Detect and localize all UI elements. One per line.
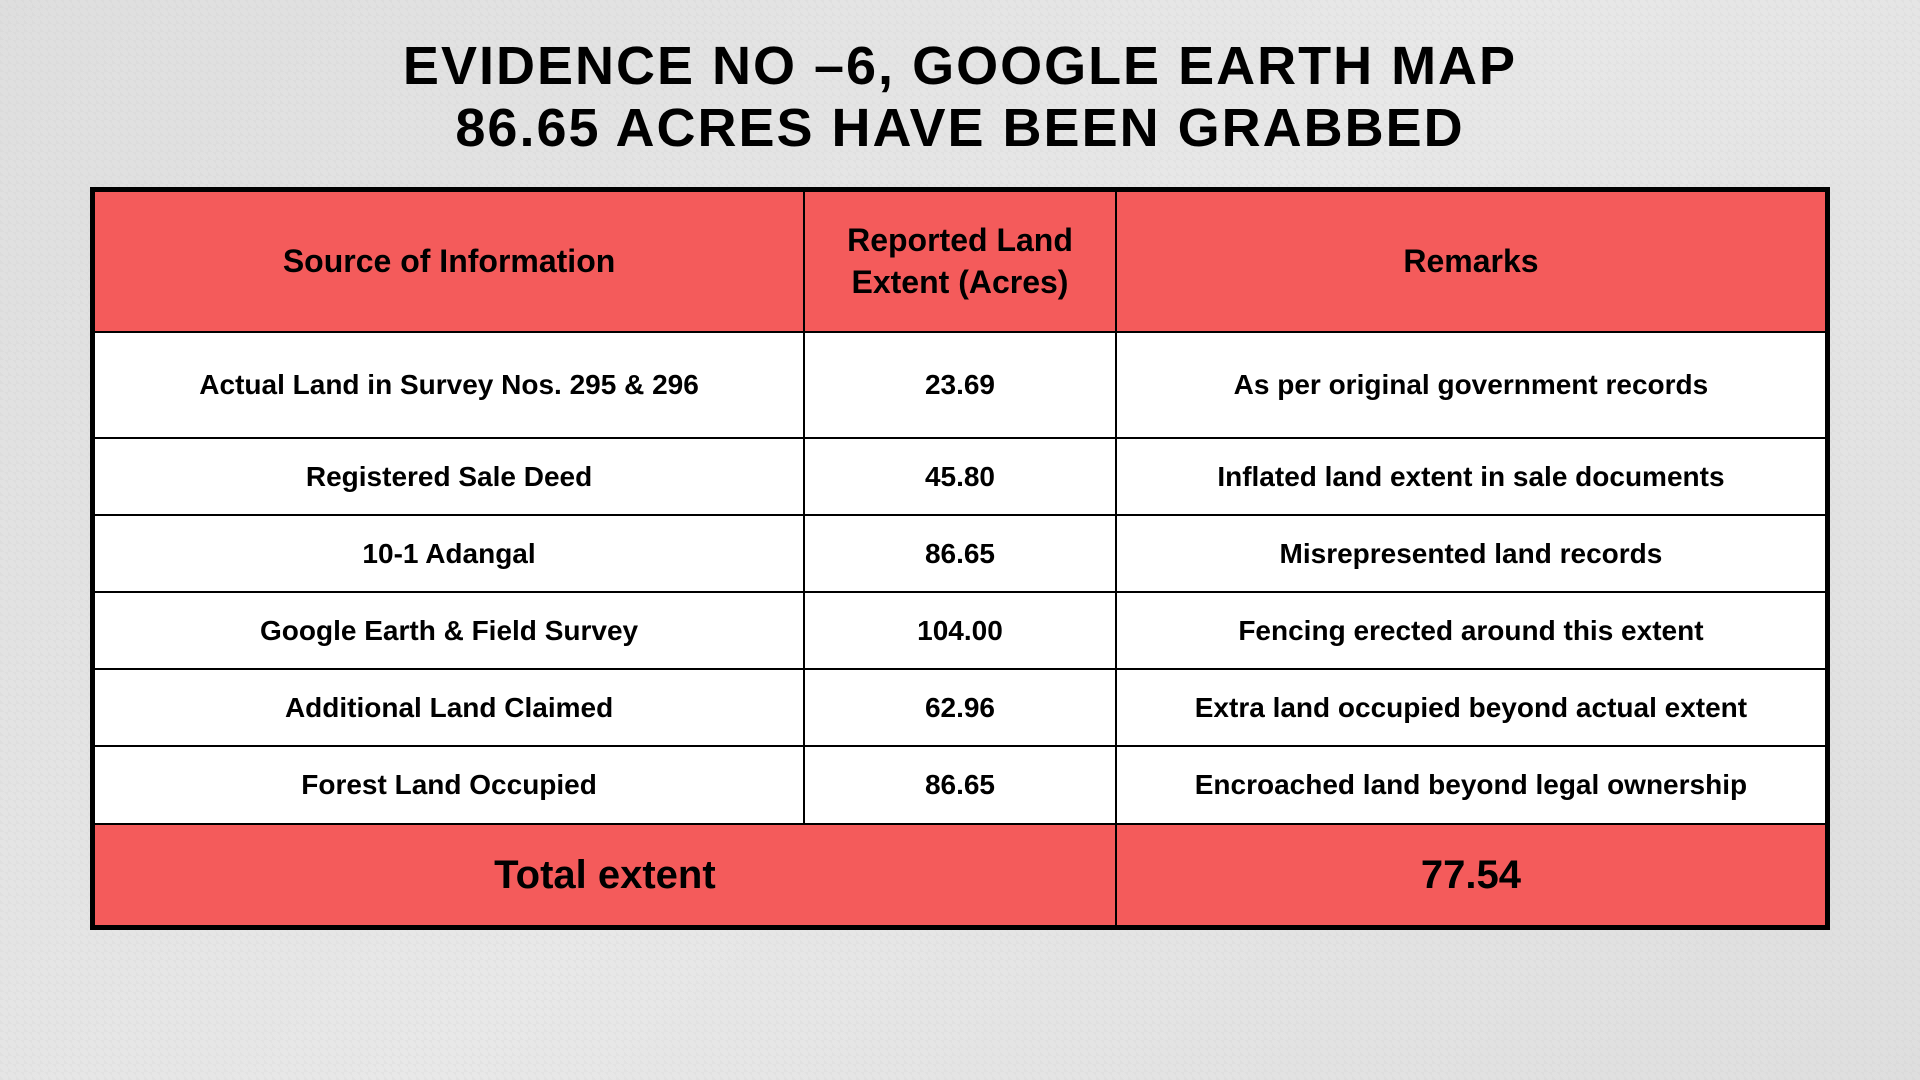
title-line-1: EVIDENCE NO –6, GOOGLE EARTH MAP [403,36,1517,96]
cell-source: Forest Land Occupied [94,746,804,823]
footer-value: 77.54 [1116,824,1826,926]
title-line-2: 86.65 ACRES HAVE BEEN GRABBED [455,98,1464,158]
table-row: 10-1 Adangal 86.65 Misrepresented land r… [94,515,1826,592]
cell-remarks: Encroached land beyond legal ownership [1116,746,1826,823]
cell-extent: 104.00 [804,592,1116,669]
table-row: Google Earth & Field Survey 104.00 Fenci… [94,592,1826,669]
table-row: Actual Land in Survey Nos. 295 & 296 23.… [94,332,1826,437]
cell-source: Additional Land Claimed [94,669,804,746]
cell-source: Actual Land in Survey Nos. 295 & 296 [94,332,804,437]
evidence-table: Source of Information Reported Land Exte… [93,190,1827,926]
cell-source: Registered Sale Deed [94,438,804,515]
table-row: Registered Sale Deed 45.80 Inflated land… [94,438,1826,515]
table-row: Additional Land Claimed 62.96 Extra land… [94,669,1826,746]
cell-remarks: Misrepresented land records [1116,515,1826,592]
cell-source: 10-1 Adangal [94,515,804,592]
cell-extent: 45.80 [804,438,1116,515]
cell-extent: 62.96 [804,669,1116,746]
cell-source: Google Earth & Field Survey [94,592,804,669]
footer-label: Total extent [94,824,1116,926]
cell-extent: 86.65 [804,746,1116,823]
header-extent: Reported Land Extent (Acres) [804,191,1116,332]
cell-remarks: Extra land occupied beyond actual extent [1116,669,1826,746]
table-footer-row: Total extent 77.54 [94,824,1826,926]
cell-remarks: Inflated land extent in sale documents [1116,438,1826,515]
header-remarks: Remarks [1116,191,1826,332]
page-title: EVIDENCE NO –6, GOOGLE EARTH MAP 86.65 A… [403,35,1517,159]
table-body: Actual Land in Survey Nos. 295 & 296 23.… [94,332,1826,925]
header-source: Source of Information [94,191,804,332]
table-row: Forest Land Occupied 86.65 Encroached la… [94,746,1826,823]
cell-remarks: As per original government records [1116,332,1826,437]
table-header-row: Source of Information Reported Land Exte… [94,191,1826,332]
cell-extent: 86.65 [804,515,1116,592]
cell-remarks: Fencing erected around this extent [1116,592,1826,669]
cell-extent: 23.69 [804,332,1116,437]
evidence-table-container: Source of Information Reported Land Exte… [90,187,1830,929]
